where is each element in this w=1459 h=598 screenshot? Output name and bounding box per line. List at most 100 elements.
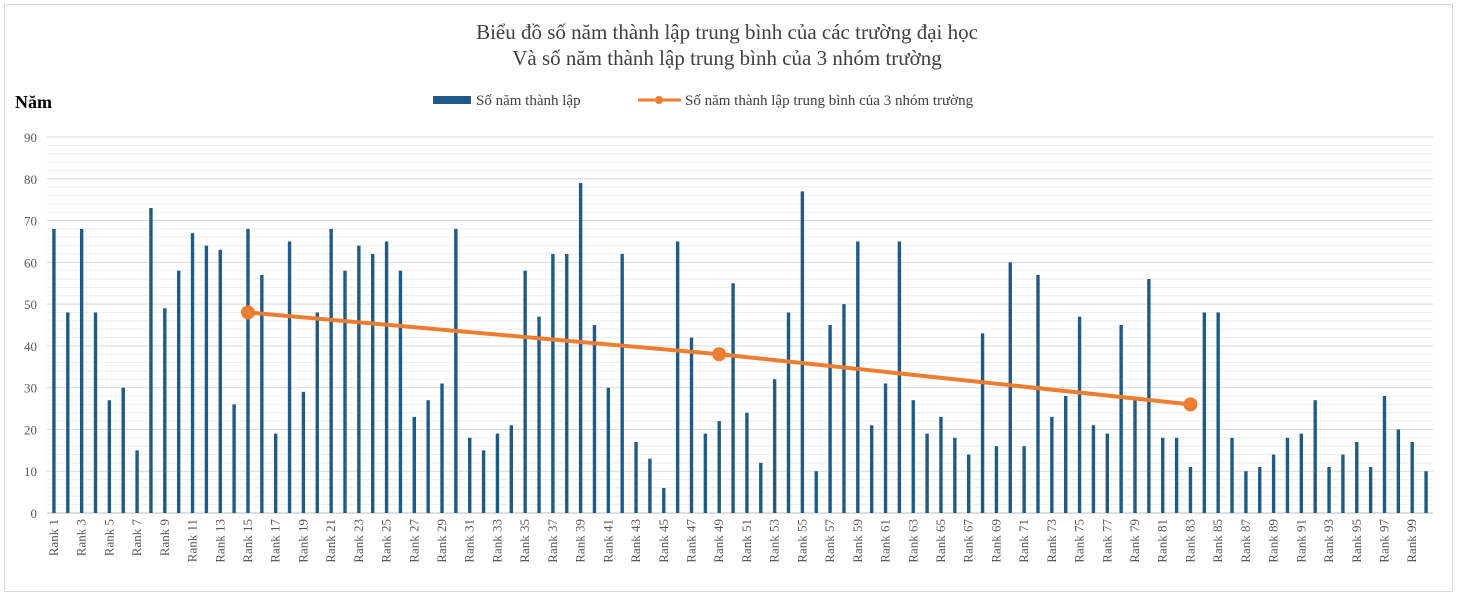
x-tick-label: Rank 51 xyxy=(739,519,754,563)
legend-line-marker xyxy=(655,96,663,104)
legend: Số năm thành lập Số năm thành lập trung … xyxy=(433,93,974,109)
bar xyxy=(176,270,181,513)
bar xyxy=(1216,312,1220,513)
x-tick-label: Rank 75 xyxy=(1072,519,1087,563)
bar xyxy=(537,316,541,513)
gridlines xyxy=(47,136,1433,514)
x-tick-label: Rank 59 xyxy=(850,519,865,563)
bar xyxy=(1064,396,1068,513)
x-tick-label: Rank 91 xyxy=(1293,519,1308,563)
x-tick-label: Rank 15 xyxy=(240,519,255,563)
bar xyxy=(357,245,361,513)
x-tick-label: Rank 77 xyxy=(1099,519,1114,563)
bar xyxy=(939,416,943,513)
legend-bar-label: Số năm thành lập xyxy=(476,93,581,109)
line-series xyxy=(240,305,1198,412)
bar xyxy=(315,312,319,513)
bar xyxy=(1119,325,1123,513)
average-point xyxy=(240,305,255,320)
bar xyxy=(689,337,694,513)
bar xyxy=(634,441,638,513)
bar xyxy=(1161,437,1165,513)
bar xyxy=(287,241,292,513)
x-tick-label: Rank 39 xyxy=(573,519,588,563)
bar xyxy=(246,228,250,513)
y-tick-labels: 0 10 20 30 40 50 60 70 80 90 xyxy=(24,130,37,521)
legend-line-label: Số năm thành lập trung bình của 3 nhóm t… xyxy=(685,93,974,109)
bar xyxy=(190,233,195,514)
x-tick-label: Rank 65 xyxy=(933,519,948,563)
y-axis-label: Năm xyxy=(15,92,52,112)
x-tick-label: Rank 73 xyxy=(1044,519,1059,563)
bar xyxy=(897,241,902,513)
bar xyxy=(828,325,832,513)
x-tick-label: Rank 33 xyxy=(489,519,504,563)
x-tick-label: Rank 99 xyxy=(1404,519,1419,563)
bar xyxy=(717,421,721,513)
bar xyxy=(1077,316,1082,513)
x-tick-label: Rank 21 xyxy=(323,519,338,563)
x-tick-label: Rank 81 xyxy=(1155,519,1170,563)
x-tick-labels: Rank 1 Rank 3 Rank 5 Rank 7 Rank 9 Rank 11 Ran… xyxy=(46,519,1419,563)
x-tick-label: Rank 93 xyxy=(1321,519,1336,563)
bar xyxy=(121,387,125,513)
x-tick-label: Rank 13 xyxy=(212,519,227,563)
y-tick-label: 0 xyxy=(31,506,38,521)
bar xyxy=(565,253,569,513)
bar xyxy=(371,253,375,513)
bar xyxy=(953,437,957,513)
bar xyxy=(648,458,652,513)
y-tick-label: 40 xyxy=(24,339,37,354)
x-tick-label: Rank 47 xyxy=(683,519,698,563)
bar xyxy=(343,270,347,513)
bar xyxy=(1050,416,1054,513)
bar xyxy=(135,450,139,513)
chart-title: Biểu đồ số năm thành lập trung bình của … xyxy=(476,20,978,44)
bar xyxy=(1230,437,1234,513)
bar xyxy=(273,433,278,513)
bar xyxy=(1105,433,1109,513)
x-tick-label: Rank 3 xyxy=(74,519,89,556)
x-tick-label: Rank 29 xyxy=(434,519,449,563)
x-tick-label: Rank 17 xyxy=(268,519,283,563)
bar xyxy=(578,182,583,513)
bar xyxy=(786,312,791,513)
bar xyxy=(662,487,666,513)
bar xyxy=(1355,441,1359,513)
bar xyxy=(675,241,680,513)
x-tick-label: Rank 61 xyxy=(878,519,893,563)
x-tick-label: Rank 7 xyxy=(129,519,144,557)
x-tick-label: Rank 67 xyxy=(961,519,976,563)
bar xyxy=(468,437,472,513)
bar xyxy=(1313,400,1317,513)
bar xyxy=(980,333,985,513)
bar xyxy=(800,191,805,514)
bar xyxy=(1396,429,1401,513)
bar xyxy=(1382,396,1387,513)
bar xyxy=(925,433,929,513)
x-tick-label: Rank 97 xyxy=(1376,519,1391,563)
x-tick-label: Rank 85 xyxy=(1210,519,1225,563)
x-tick-label: Rank 87 xyxy=(1238,519,1253,563)
bar xyxy=(329,228,333,513)
bar xyxy=(1424,471,1428,513)
y-tick-label: 70 xyxy=(24,214,37,229)
x-tick-label: Rank 19 xyxy=(295,519,310,563)
average-point xyxy=(712,347,727,362)
bar xyxy=(592,325,597,513)
bar xyxy=(440,383,444,513)
bar xyxy=(731,283,735,513)
x-tick-label: Rank 37 xyxy=(545,519,560,563)
bar xyxy=(495,433,500,513)
x-tick-label: Rank 63 xyxy=(905,519,920,563)
x-tick-label: Rank 23 xyxy=(351,519,366,563)
bar xyxy=(620,253,624,513)
x-tick-label: Rank 11 xyxy=(185,519,200,562)
x-tick-label: Rank 55 xyxy=(794,519,809,563)
bar xyxy=(52,228,56,513)
y-tick-label: 30 xyxy=(24,381,37,396)
bar xyxy=(1036,274,1040,513)
bar xyxy=(842,304,846,513)
bar xyxy=(454,228,458,513)
y-tick-label: 10 xyxy=(24,464,37,479)
